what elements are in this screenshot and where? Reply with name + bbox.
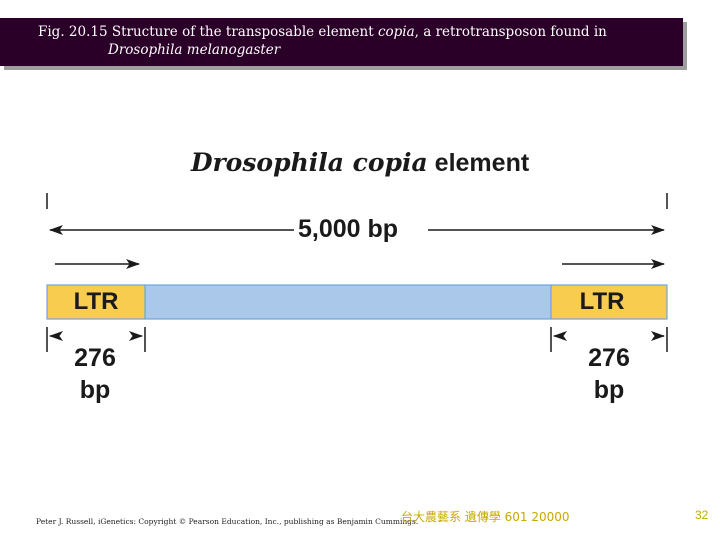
page-number: 32 <box>695 508 709 522</box>
diagram-title-rest: element <box>427 149 530 177</box>
caption-text-prefix: Fig. 20.15 Structure of the transposable… <box>38 24 378 40</box>
right-ltr-length-unit: bp <box>593 376 625 404</box>
right-ltr-label: LTR <box>579 288 625 315</box>
caption-text-italic: copia <box>377 24 415 40</box>
copyright-credit: Peter J. Russell, iGenetics: Copyright ©… <box>36 517 419 526</box>
diagram-title: Drosophila copia element <box>0 146 720 180</box>
right-ltr-box <box>550 284 668 320</box>
left-ltr-label: LTR <box>73 288 119 315</box>
internal-region-bar <box>144 284 552 320</box>
caption-banner: Fig. 20.15 Structure of the transposable… <box>0 18 683 66</box>
left-ltr-length-number: 276 <box>74 344 116 372</box>
caption-line-2: Drosophila melanogaster <box>108 42 281 58</box>
total-length-label: 5,000 bp <box>294 215 403 244</box>
left-ltr-box <box>46 284 146 320</box>
caption-text-suffix: , a retrotransposon found in <box>414 24 607 40</box>
left-ltr-length-unit: bp <box>79 376 111 404</box>
course-label: 台大農藝系 遺傳學 601 20000 <box>401 510 570 524</box>
right-ltr-length-number: 276 <box>588 344 630 372</box>
diagram-title-italic: Drosophila copia <box>190 148 428 177</box>
caption-line-1: Fig. 20.15 Structure of the transposable… <box>38 23 607 42</box>
